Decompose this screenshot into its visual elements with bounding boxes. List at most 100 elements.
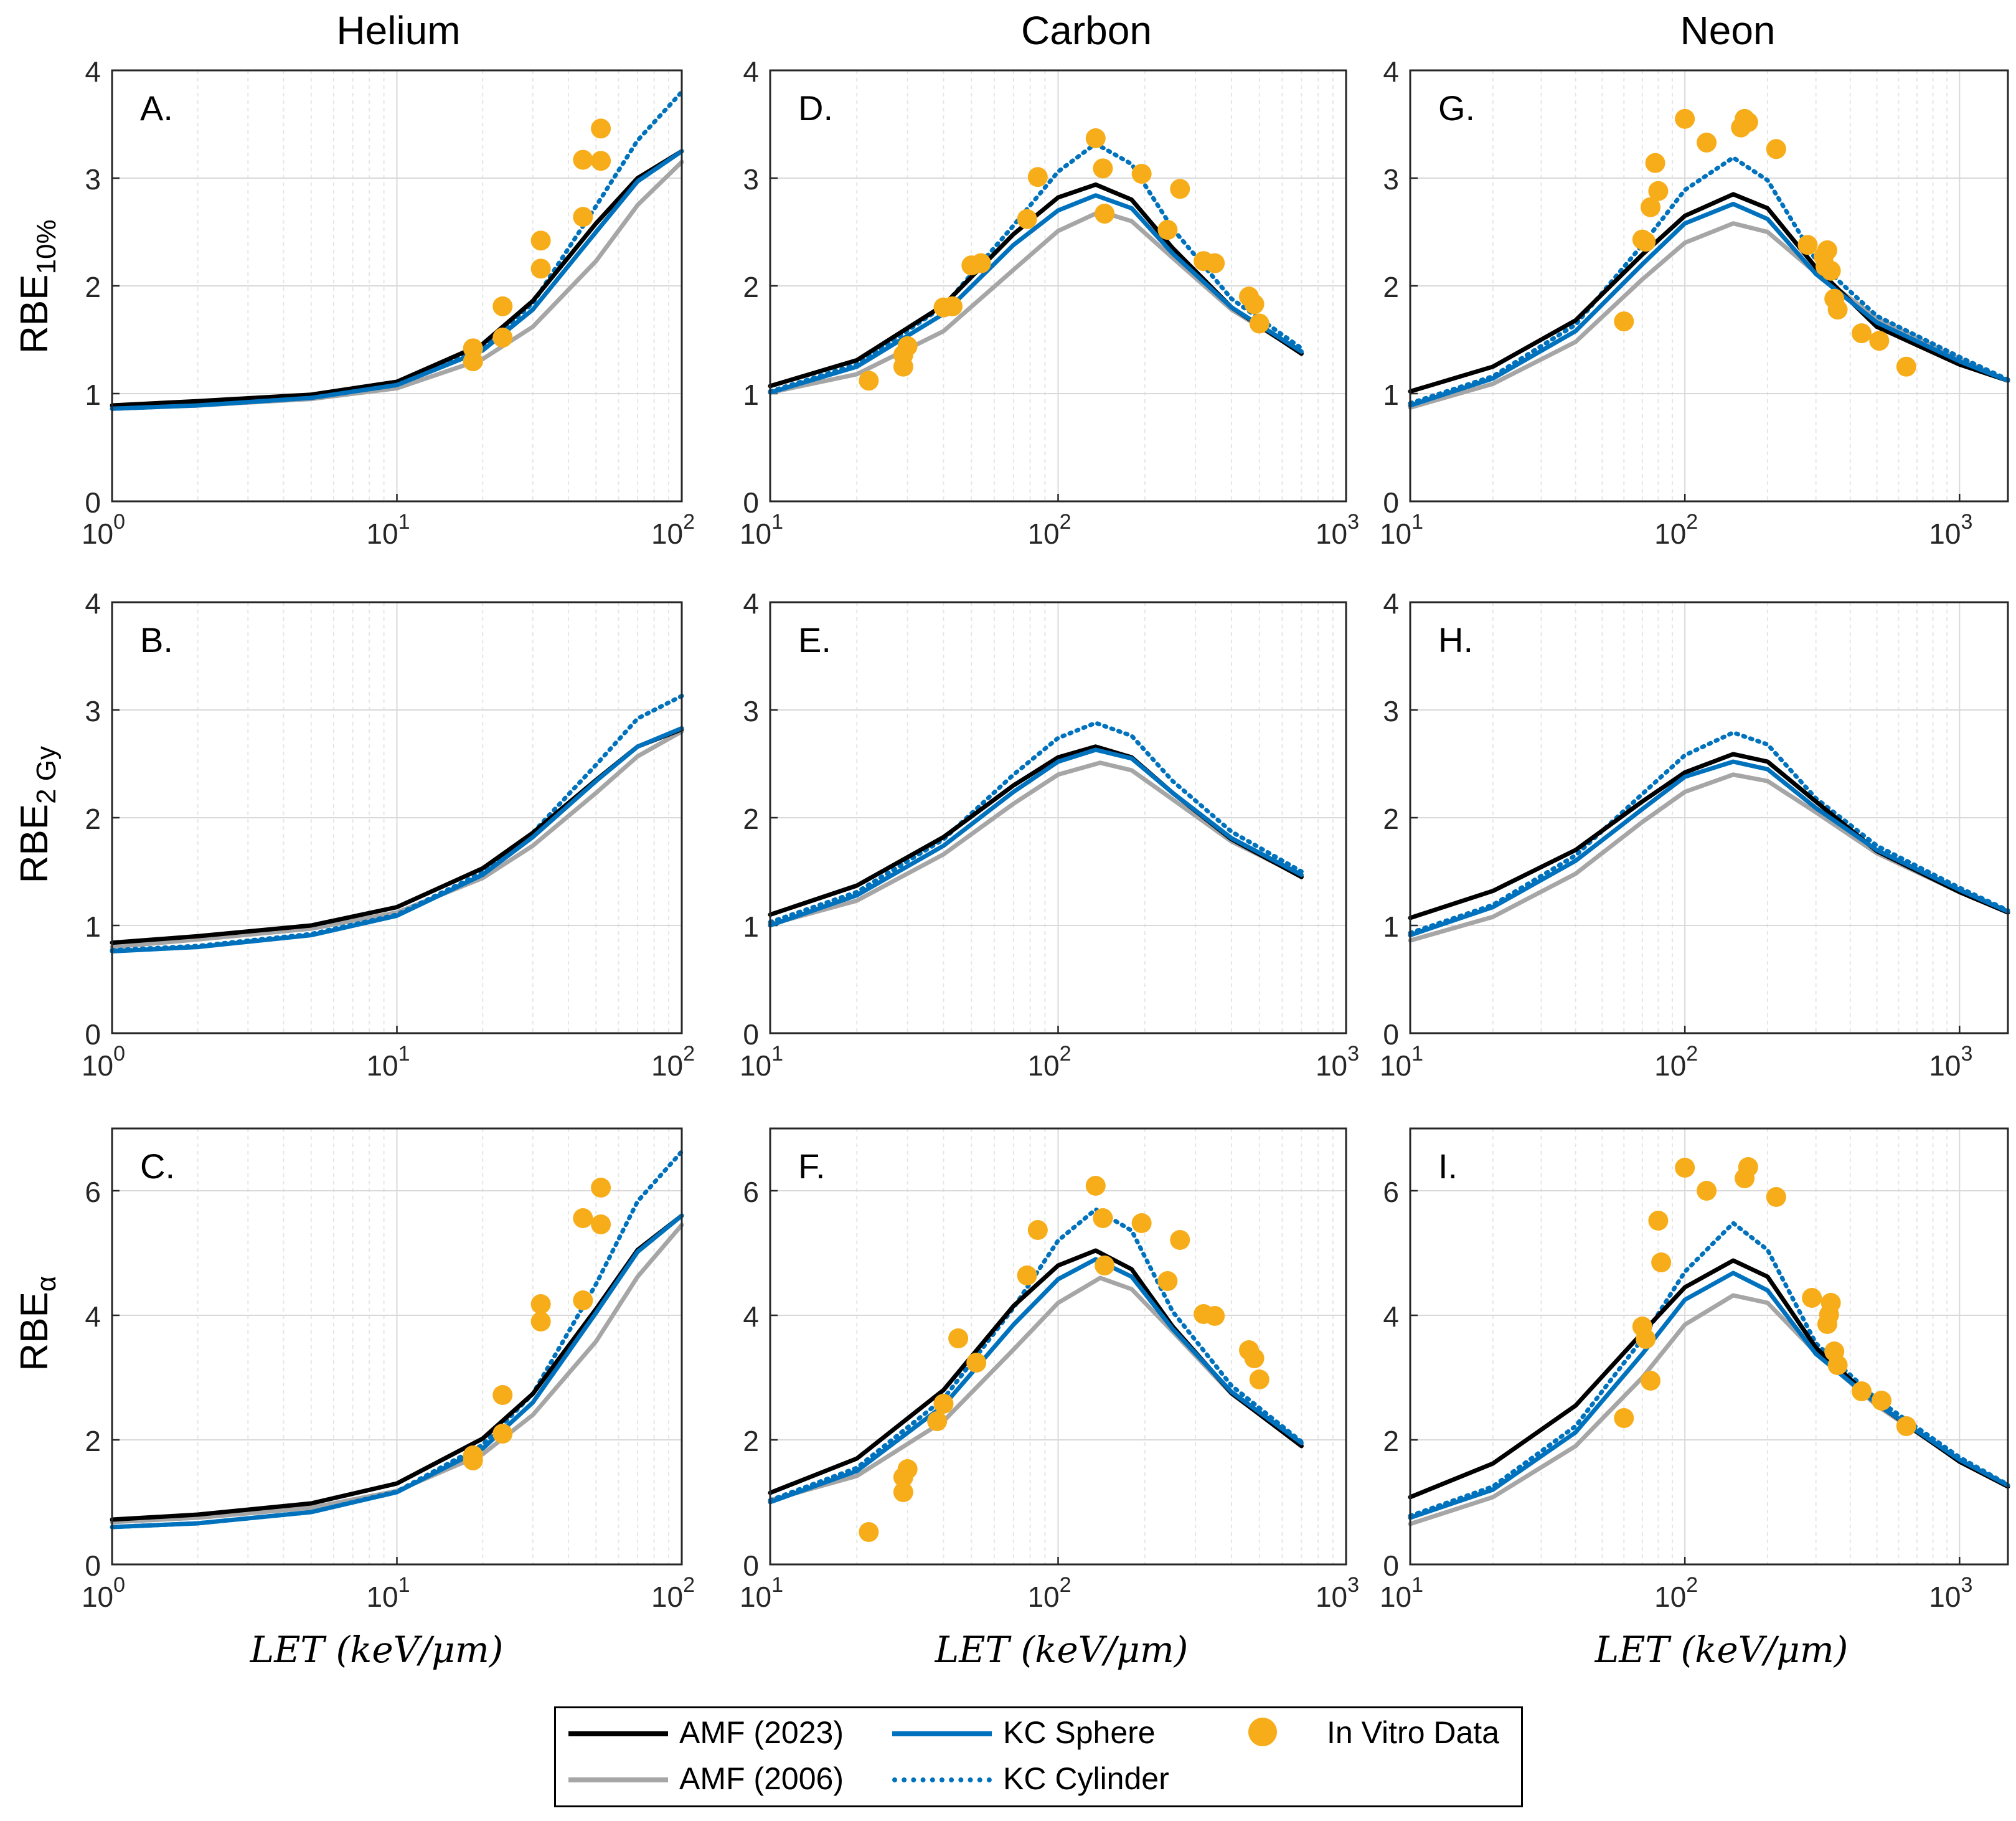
x-tick-exponent: 0	[113, 1042, 125, 1066]
y-tick-label: 2	[1383, 1425, 1399, 1457]
data-point-in-vitro	[1675, 1158, 1695, 1178]
panel-label: E.	[798, 620, 831, 660]
legend-marker-in-vitro	[1248, 1718, 1277, 1746]
x-tick-exponent: 1	[771, 1573, 783, 1597]
y-tick-label: 2	[85, 1425, 101, 1457]
y-tick-label: 3	[743, 695, 759, 727]
data-point-in-vitro	[1614, 311, 1634, 332]
x-tick-exponent: 3	[1961, 1042, 1972, 1066]
data-point-in-vitro	[1636, 232, 1656, 252]
data-point-in-vitro	[1249, 313, 1269, 334]
x-tick-label: 103	[1316, 510, 1359, 550]
panel-label: I.	[1438, 1147, 1458, 1186]
data-point-in-vitro	[1641, 1371, 1661, 1391]
x-tick-exponent: 3	[1961, 510, 1972, 534]
data-point-in-vitro	[573, 1290, 593, 1310]
y-tick-label: 3	[85, 695, 101, 727]
series-line-amf2023	[110, 149, 684, 408]
x-tick-label: 102	[1027, 1042, 1071, 1082]
column-title-helium: Helium	[336, 8, 461, 53]
axes-box	[111, 601, 683, 1034]
data-point-in-vitro	[971, 253, 991, 273]
y-tick-label: 0	[85, 486, 101, 519]
x-tick-label: 102	[1654, 1573, 1698, 1613]
series-line-kc-sphere	[1408, 759, 2010, 938]
data-point-in-vitro	[591, 1214, 611, 1234]
data-point-in-vitro	[1095, 204, 1115, 224]
data-point-in-vitro	[530, 1294, 551, 1314]
data-point-in-vitro	[1852, 323, 1872, 344]
panel-label: G.	[1438, 88, 1475, 128]
panel-label: H.	[1438, 620, 1473, 660]
data-point-in-vitro	[1648, 1211, 1669, 1231]
data-point-in-vitro	[859, 371, 879, 391]
series-line-kc-sphere	[110, 1213, 684, 1530]
series-line-kc-cylinder	[1408, 730, 2010, 935]
x-axis-label-helium: LET (keV/μm)	[250, 1629, 504, 1671]
data-point-in-vitro	[1896, 1416, 1916, 1436]
data-point-in-vitro	[1205, 1306, 1225, 1326]
data-point-in-vitro	[1802, 1288, 1822, 1308]
x-tick-exponent: 2	[683, 510, 695, 534]
y-tick-label: 1	[743, 910, 759, 943]
y-tick-label: 0	[85, 1549, 101, 1582]
y-tick-label: 4	[743, 587, 759, 620]
x-tick-label: 102	[651, 510, 695, 550]
y-tick-label: 4	[743, 55, 759, 88]
y-tick-label: 3	[85, 163, 101, 196]
x-tick-exponent: 1	[398, 510, 410, 534]
x-tick-exponent: 0	[113, 510, 125, 534]
series-line-kc-cylinder	[1408, 155, 2010, 406]
data-point-in-vitro	[1697, 1181, 1717, 1201]
legend-item-kc-cylinder: KC Cylinder	[886, 1757, 1169, 1800]
data-point-in-vitro	[463, 338, 483, 359]
y-tick-label: 2	[1383, 803, 1399, 835]
data-point-in-vitro	[1738, 1157, 1758, 1177]
data-point-in-vitro	[927, 1411, 948, 1431]
legend-label-in-vitro: In Vitro Data	[1327, 1715, 1500, 1750]
series-line-amf2023	[1408, 192, 2010, 394]
y-tick-label: 1	[743, 379, 759, 411]
data-point-in-vitro	[1651, 1252, 1672, 1272]
legend-swatch-amf2006	[562, 1757, 674, 1800]
y-tick-label: 2	[743, 271, 759, 303]
y-tick-label: 0	[743, 486, 759, 519]
data-point-in-vitro	[1821, 260, 1841, 281]
data-point-in-vitro	[1170, 179, 1190, 199]
data-point-in-vitro	[893, 1482, 913, 1502]
data-point-in-vitro	[1641, 197, 1661, 217]
y-tick-label: 0	[1383, 1549, 1399, 1582]
data-point-in-vitro	[1095, 1256, 1115, 1275]
y-tick-label: 4	[85, 587, 101, 620]
axes-box	[769, 1127, 1347, 1566]
data-point-in-vitro	[1131, 164, 1152, 184]
axes-box	[1409, 69, 2009, 503]
y-tick-label: 6	[85, 1176, 101, 1208]
legend-label-amf2023: AMF (2023)	[679, 1715, 844, 1750]
data-point-in-vitro	[1244, 294, 1265, 315]
x-tick-exponent: 1	[1411, 1042, 1423, 1066]
x-tick-exponent: 2	[1060, 510, 1072, 534]
x-tick-exponent: 1	[771, 1042, 783, 1066]
data-point-in-vitro	[1827, 1355, 1848, 1375]
axes-box	[769, 69, 1347, 503]
data-point-in-vitro	[1645, 153, 1665, 173]
data-point-in-vitro	[897, 1459, 918, 1479]
data-point-in-vitro	[591, 118, 611, 139]
x-tick-exponent: 2	[683, 1573, 695, 1597]
data-point-in-vitro	[1896, 356, 1916, 377]
data-point-in-vitro	[859, 1522, 879, 1542]
x-tick-exponent: 3	[1961, 1573, 1972, 1597]
data-point-in-vitro	[1821, 1293, 1841, 1313]
data-point-in-vitro	[573, 207, 593, 227]
data-point-in-vitro	[1027, 167, 1048, 187]
data-point-in-vitro	[1017, 1265, 1037, 1285]
axes-box	[1409, 1127, 2009, 1566]
y-tick-label: 4	[85, 1300, 101, 1333]
series-line-kc-cylinder	[110, 1149, 684, 1530]
column-title-neon: Neon	[1680, 8, 1776, 53]
